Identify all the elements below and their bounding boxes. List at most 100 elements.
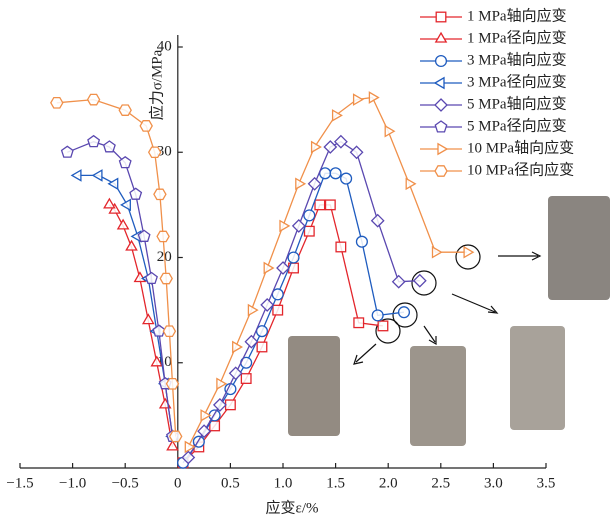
- marker: [212, 397, 227, 412]
- marker: [50, 96, 64, 109]
- x-axis-label: 应变ε/%: [266, 498, 319, 516]
- legend-label: 10 MPa轴向应变: [467, 138, 574, 156]
- marker: [340, 172, 353, 185]
- marker: [133, 271, 147, 283]
- marker: [91, 169, 103, 182]
- x-tick-label: −1.0: [59, 475, 86, 491]
- marker: [370, 213, 385, 228]
- legend-label: 3 MPa径向应变: [467, 72, 567, 90]
- marker: [434, 31, 448, 43]
- marker: [355, 235, 368, 248]
- marker: [287, 251, 300, 264]
- y-tick-label: 40: [157, 38, 172, 54]
- marker: [333, 134, 348, 149]
- marker: [139, 120, 153, 132]
- marker: [463, 245, 475, 259]
- x-tick-label: 1.0: [274, 475, 293, 491]
- marker: [256, 341, 268, 353]
- series: [181, 134, 427, 465]
- marker: [86, 93, 101, 106]
- marker: [165, 377, 180, 390]
- marker: [145, 271, 158, 285]
- marker: [240, 373, 252, 384]
- series: [103, 197, 179, 451]
- arrow: [353, 343, 377, 365]
- marker: [307, 176, 322, 191]
- marker: [152, 324, 166, 337]
- marker: [352, 93, 364, 106]
- specimen-photo: [288, 336, 340, 436]
- marker: [216, 377, 228, 391]
- marker: [108, 202, 122, 214]
- marker: [310, 140, 322, 154]
- x-tick-label: 3.0: [484, 475, 503, 491]
- marker: [384, 124, 396, 138]
- marker: [279, 219, 291, 233]
- marker: [263, 261, 275, 275]
- marker: [70, 169, 82, 182]
- marker: [371, 309, 384, 322]
- marker: [272, 304, 284, 316]
- legend-label: 1 MPa径向应变: [467, 28, 567, 46]
- marker: [291, 218, 306, 233]
- specimen-photos: [288, 196, 610, 446]
- legend-label: 5 MPa轴向应变: [467, 94, 567, 112]
- marker: [434, 165, 448, 177]
- series: [60, 134, 179, 442]
- marker: [434, 98, 448, 112]
- series: [50, 93, 183, 443]
- failure-circle: [392, 302, 418, 328]
- marker: [323, 140, 338, 154]
- marker: [118, 104, 132, 116]
- marker: [303, 225, 315, 237]
- specimen-photo: [548, 196, 610, 300]
- marker: [391, 274, 406, 289]
- marker: [437, 142, 449, 156]
- marker: [335, 241, 347, 253]
- marker: [120, 198, 131, 212]
- marker: [331, 109, 343, 122]
- marker: [168, 430, 183, 443]
- x-tick-label: −0.5: [112, 475, 139, 491]
- marker: [156, 230, 170, 243]
- series-line: [67, 141, 174, 437]
- marker: [118, 155, 132, 169]
- marker: [434, 120, 448, 133]
- marker: [125, 239, 138, 251]
- marker: [349, 145, 364, 160]
- x-tick-label: 0.5: [221, 475, 240, 491]
- marker: [433, 76, 445, 90]
- marker: [102, 140, 116, 153]
- marker: [166, 439, 179, 451]
- marker: [116, 218, 130, 230]
- y-tick-label: 30: [157, 144, 172, 160]
- marker: [147, 146, 162, 159]
- marker: [129, 187, 143, 200]
- marker: [314, 199, 326, 211]
- failure-circle: [411, 270, 437, 296]
- marker: [434, 54, 448, 68]
- arrow: [423, 325, 437, 346]
- marker: [295, 177, 307, 191]
- marker: [353, 317, 365, 329]
- marker: [200, 409, 212, 422]
- y-axis-label: 应力σ/MPa: [147, 49, 165, 120]
- series-line: [77, 174, 174, 437]
- marker: [137, 229, 151, 242]
- series: [184, 91, 475, 454]
- marker: [107, 177, 119, 191]
- marker: [162, 325, 177, 338]
- marker: [377, 320, 389, 332]
- marker: [244, 334, 259, 349]
- legend-label: 5 MPa径向应变: [467, 116, 567, 134]
- marker: [435, 11, 447, 23]
- x-tick-label: 2.5: [431, 475, 450, 491]
- legend-label: 3 MPa轴向应变: [467, 50, 567, 68]
- legend-label: 1 MPa轴向应变: [467, 6, 567, 24]
- arrow: [498, 251, 542, 261]
- marker: [368, 91, 380, 104]
- annotation-marks: [353, 244, 542, 365]
- legend-label: 10 MPa径向应变: [467, 160, 574, 178]
- marker: [209, 420, 221, 432]
- x-tick-label: 2.0: [379, 475, 398, 491]
